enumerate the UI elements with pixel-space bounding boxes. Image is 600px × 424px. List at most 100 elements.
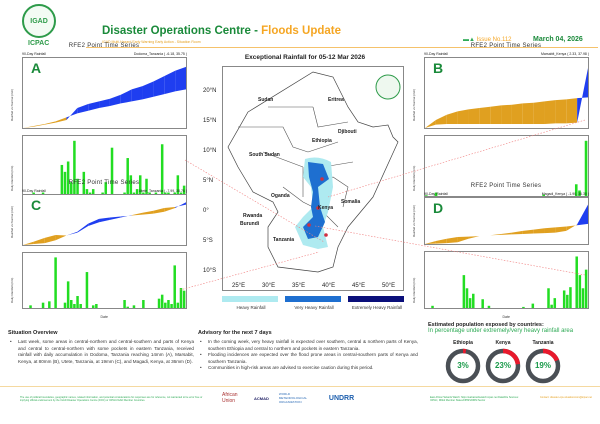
daily-rainfall-bar <box>91 189 95 196</box>
chart-header: 90-Day Rainfall Magadi_Kenya ( -1.90, 36.… <box>424 192 589 196</box>
connector-c <box>179 251 320 291</box>
connector-a <box>184 159 325 243</box>
igad-logo: IGAD <box>22 4 56 38</box>
daily-rainfall-bar <box>562 290 566 308</box>
issue-text: Issue No.112 <box>476 37 512 43</box>
icpac-label: ICPAC <box>28 40 50 47</box>
daily-rainfall-bar <box>176 175 180 196</box>
header-divider <box>86 47 598 48</box>
daily-rainfall-bar <box>110 147 114 196</box>
latitude-label: 0° <box>203 208 209 214</box>
daily-rainfall-bar <box>522 306 525 308</box>
series-label: 90-Day Rainfall <box>22 52 46 56</box>
legend-item: Very Heavy Rainfall <box>285 296 343 310</box>
daily-rainfall-bar <box>179 288 183 308</box>
daily-rainfall-bar <box>434 192 438 196</box>
page-subtitle: IGAD Multi-Hazard Early Warning Early Ac… <box>102 40 201 44</box>
below-normal-area <box>55 235 67 241</box>
legend-item: Extremely Heavy Rainfall <box>348 296 406 310</box>
contact-link[interactable]: Contact: disaster-ops-situationroom@icpa… <box>540 396 593 399</box>
cumulative-svg <box>23 66 186 128</box>
logo-text: IGAD <box>30 17 48 25</box>
chart-title: RFE2 Point Time Series <box>470 43 542 49</box>
daily-rainfall-bar <box>487 305 491 308</box>
chart-letter: D <box>433 200 444 216</box>
daily-rainfall-bar <box>160 144 164 196</box>
daily-rainfall-bar <box>569 287 572 308</box>
advisory-item: Flooding incidences are expected over th… <box>198 352 418 365</box>
page-title: Disaster Operations Centre - Floods Upda… <box>102 25 341 37</box>
chart-title: RFE2 Point Time Series <box>68 180 140 186</box>
below-normal-area <box>435 238 447 244</box>
daily-rainfall-bar <box>550 304 553 308</box>
daily-rainfall-bar <box>29 305 32 308</box>
below-normal-area <box>446 111 458 125</box>
daily-rainfall-bar <box>584 269 588 308</box>
longitude-label: 35°E <box>292 283 306 289</box>
daily-rainfall-bar <box>578 190 581 196</box>
partner-logos: African Union ACMAD WORLD METEOROLOGICAL… <box>222 392 354 404</box>
daily-svg <box>425 140 588 196</box>
legend-swatch <box>348 296 404 302</box>
daily-rainfall-bar <box>85 189 89 196</box>
daily-rainfall-bar <box>70 300 73 308</box>
daily-rainfall-bar <box>60 164 64 196</box>
daily-rainfall-bar <box>481 299 484 308</box>
advisory-item: In the coming week, very heavy rainfall … <box>198 339 418 352</box>
daily-rainfall-bar <box>468 298 472 308</box>
latitude-label: 5°N <box>203 178 214 184</box>
station-label: Magadi_Kenya ( -1.90, 36.30 ) <box>541 192 589 196</box>
below-normal-area <box>468 108 480 125</box>
exposure-donut <box>525 348 561 384</box>
legend-label: Very Heavy Rainfall <box>294 305 334 310</box>
daily-rainfall-bar <box>73 140 76 196</box>
daily-rainfall-bar <box>85 272 89 308</box>
daily-rainfall-bar <box>48 301 51 308</box>
above-normal-area <box>88 218 100 226</box>
country-label: Rwanda <box>243 213 263 219</box>
country-label: Somalia <box>341 199 361 205</box>
country-label: Kenya <box>318 205 334 211</box>
exposure-subheading: In percentage under extremely/very heavy… <box>428 328 574 334</box>
below-normal-area <box>511 103 523 125</box>
below-normal-area <box>33 124 45 127</box>
legend-label: Extremely Heavy Rainfall <box>351 305 403 310</box>
daily-rainfall-bar <box>41 302 45 308</box>
above-normal-area <box>131 86 143 102</box>
wmo-logo: WORLD METEOROLOGICAL ORGANIZATION <box>278 392 307 404</box>
percent-label: 19% <box>534 361 551 370</box>
x-axis-label: Date <box>100 315 108 319</box>
daily-rainfall-bar <box>182 185 186 196</box>
daily-rainfall-bar <box>91 305 95 308</box>
chart-letter: B <box>433 60 444 76</box>
above-normal-area <box>153 76 165 97</box>
footer-divider <box>0 386 600 387</box>
exposure-arc <box>445 348 481 384</box>
daily-rainfall-bar <box>132 305 136 308</box>
daily-rainfall-bar <box>574 184 578 196</box>
daily-rainfall-bar <box>142 300 145 308</box>
below-normal-area <box>55 117 67 123</box>
cumulative-panel: A <box>22 57 187 129</box>
daily-rainfall-bar <box>578 275 582 308</box>
daily-panel <box>424 251 589 309</box>
cumulative-panel: D <box>424 197 589 245</box>
acmad-logo: ACMAD <box>254 395 269 401</box>
daily-rainfall-bar <box>531 303 535 308</box>
daily-rainfall-bar <box>129 175 133 196</box>
country-name: Ethiopia <box>453 340 473 346</box>
daily-rainfall-bar <box>135 189 139 196</box>
below-normal-area <box>435 114 447 125</box>
below-normal-area <box>33 237 45 245</box>
chart-header: 90-Day Rainfall Marsabit_Kenya ( 2.33, 37… <box>424 52 589 56</box>
daily-rainfall-bar <box>575 256 578 308</box>
below-normal-area <box>479 106 491 125</box>
longitude-label: 30°E <box>262 283 276 289</box>
chart-letter: A <box>31 60 42 76</box>
station-label: Marsabit_Kenya ( 2.33, 37.98 ) <box>540 52 589 56</box>
below-normal-area <box>457 236 469 243</box>
situation-item: Last week, some areas in central-norther… <box>8 339 194 365</box>
above-normal-area <box>577 204 588 226</box>
connector-b <box>327 119 586 198</box>
